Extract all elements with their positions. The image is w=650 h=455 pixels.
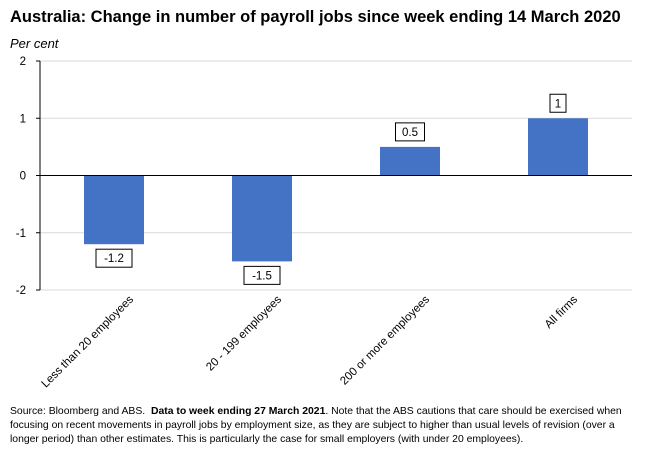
x-category-label: 20 - 199 employees xyxy=(204,293,284,373)
data-label-box xyxy=(549,93,567,113)
data-label-box xyxy=(395,122,425,142)
bar xyxy=(528,118,588,176)
source-note: Source: Bloomberg and ABS. Data to week … xyxy=(10,405,644,447)
chart-title: Australia: Change in number of payroll j… xyxy=(10,8,621,26)
data-label: 1 xyxy=(555,98,561,110)
y-tick-label: 1 xyxy=(20,113,26,125)
data-label: -1.2 xyxy=(104,253,124,265)
y-axis-unit-label: Per cent xyxy=(10,36,59,51)
data-label-box xyxy=(95,248,133,268)
data-label-box xyxy=(243,265,281,285)
x-category-label: 200 or more employees xyxy=(338,293,432,387)
x-category-label: All firms xyxy=(543,293,581,331)
bar xyxy=(380,146,440,176)
y-tick-label: 2 xyxy=(20,56,26,68)
bar xyxy=(232,175,292,262)
source-caveat: . Note that the ABS cautions that care s… xyxy=(10,406,622,445)
data-label: -1.5 xyxy=(252,270,272,282)
y-tick-label: -1 xyxy=(16,228,26,240)
data-label: 0.5 xyxy=(402,127,418,139)
bar-chart: 2 1 0 -1 -2 -1.2 Less than 20 employees -1.5 20… xyxy=(16,56,632,390)
source-prefix: Source: Bloomberg and ABS. xyxy=(10,406,146,417)
x-category-label: Less than 20 employees xyxy=(39,293,136,390)
source-data-date: Data to week ending 27 March 2021 xyxy=(150,406,326,417)
y-tick-label: -2 xyxy=(16,285,26,297)
y-tick-label: 0 xyxy=(20,171,26,183)
bar xyxy=(84,175,144,245)
